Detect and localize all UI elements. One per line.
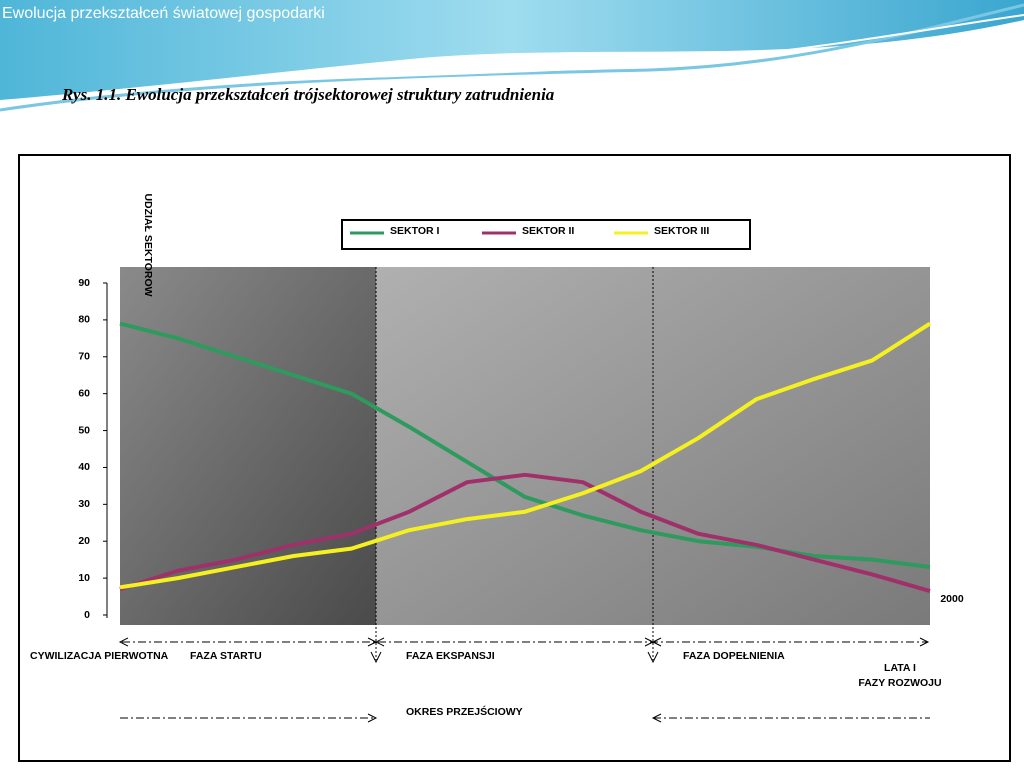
y-tick-label: 0 (84, 609, 90, 621)
legend-label: SEKTOR III (654, 225, 709, 237)
series-line (119, 321, 932, 590)
legend-label: SEKTOR I (390, 225, 439, 237)
phase-label: FAZA STARTU (190, 650, 262, 662)
legend (341, 219, 751, 250)
phase-arrows (118, 637, 930, 723)
x-axis-label: LATA I FAZY ROZWOJU (858, 662, 941, 689)
plot-area (120, 267, 376, 625)
header-wave-line (0, 14, 1024, 106)
phase-label: FAZA DOPEŁNIENIA (683, 650, 785, 662)
series-line (119, 472, 931, 593)
y-tick-label: 60 (78, 387, 90, 399)
y-tick-label: 20 (78, 535, 90, 547)
x-tick-label: 2000 (940, 593, 964, 605)
phase-label: FAZA EKSPANSJI (406, 650, 495, 662)
y-tick-label: 40 (78, 461, 90, 473)
y-axis-label: UDZIAŁ SEKTOROW (142, 193, 154, 296)
legend-label: SEKTOR II (522, 225, 574, 237)
y-tick-label: 30 (78, 498, 90, 510)
header-wave (0, 0, 1024, 100)
y-tick-label: 50 (78, 424, 90, 436)
y-tick-label: 90 (78, 277, 90, 289)
y-tick-label: 10 (78, 572, 90, 584)
header-title: Ewolucja przekształceń światowej gospoda… (2, 5, 325, 22)
phase-label: OKRES PRZEJŚCIOWY (406, 705, 523, 718)
y-tick-label: 80 (78, 314, 90, 326)
chart-title: Rys. 1.1. Ewolucja przekształceń trójsek… (61, 85, 555, 104)
phase-label: CYWILIZACJA PIERWOTNA (30, 650, 169, 662)
y-tick-label: 70 (78, 351, 90, 363)
